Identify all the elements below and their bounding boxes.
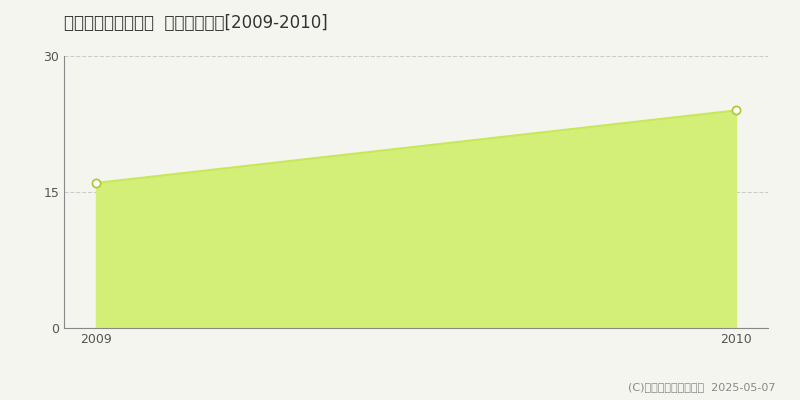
- Point: [90, 180, 102, 186]
- Text: (C)土地価格ドットコム  2025-05-07: (C)土地価格ドットコム 2025-05-07: [629, 382, 776, 392]
- Text: 泉南郡熊取町七山西  土地価格推移[2009-2010]: 泉南郡熊取町七山西 土地価格推移[2009-2010]: [64, 14, 328, 32]
- Point: [730, 107, 742, 114]
